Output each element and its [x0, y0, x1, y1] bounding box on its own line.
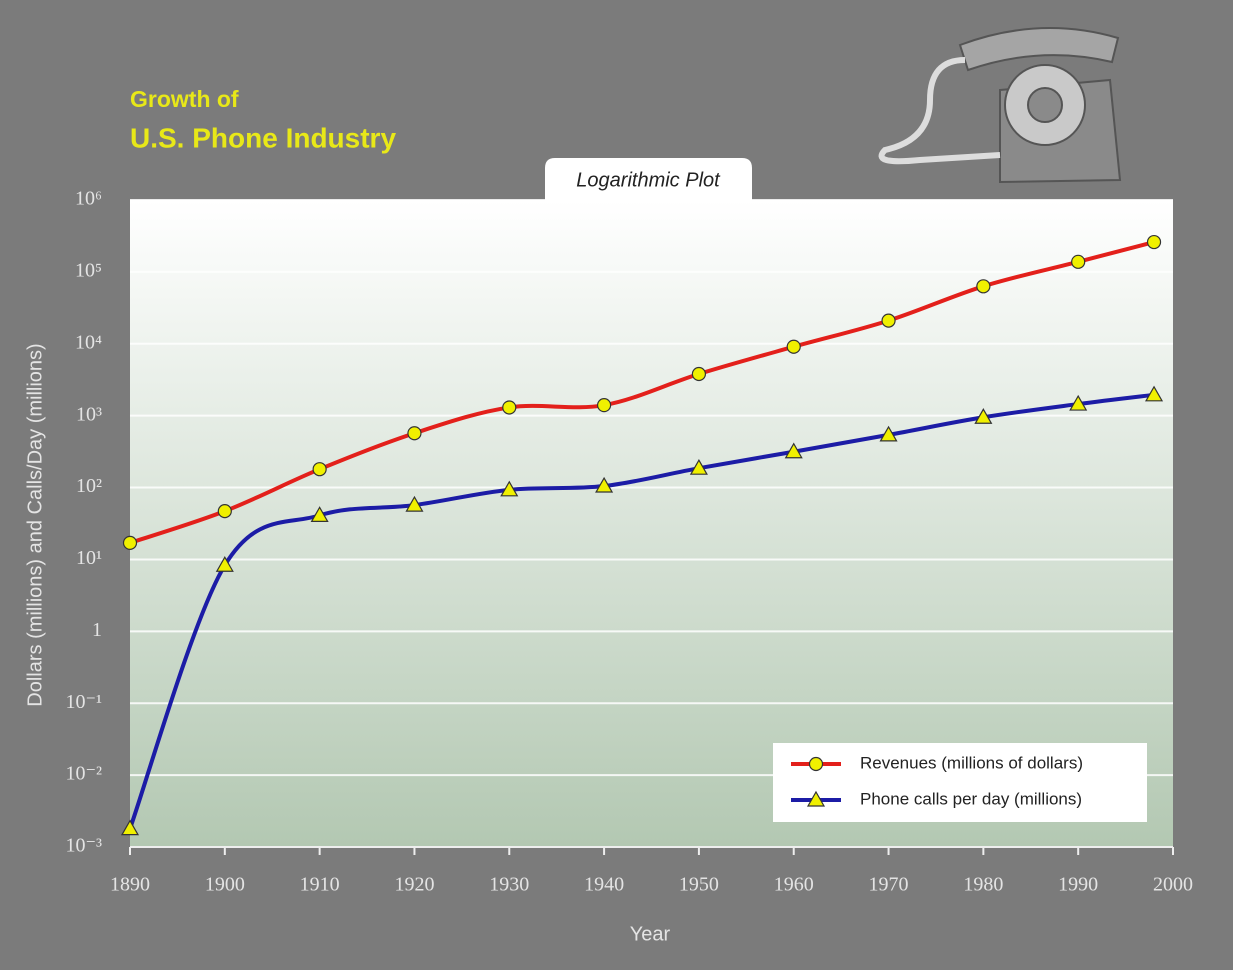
point-marker — [596, 398, 612, 413]
plot-tab — [545, 158, 752, 200]
x-tick-label: 1910 — [300, 874, 340, 896]
x-tick-label: 1930 — [489, 874, 529, 896]
point-marker — [976, 279, 991, 294]
legend: Revenues (millions of dollars) Phone call… — [773, 743, 1147, 822]
point-marker — [215, 556, 234, 572]
point-marker — [689, 458, 708, 475]
x-tick-label: 1980 — [963, 874, 1003, 896]
y-tick-label: 10⁻² — [65, 763, 102, 785]
point-marker — [1146, 234, 1162, 250]
y-tick-label: 1 — [92, 619, 102, 641]
point-marker — [500, 480, 519, 497]
chart-title: Growth of — [130, 86, 239, 112]
y-tick-label: 10⁴ — [75, 331, 102, 353]
phone-icon — [878, 27, 1122, 184]
y-tick-label: 10⁵ — [75, 259, 102, 281]
point-marker — [502, 400, 517, 415]
x-tick-label: 2000 — [1153, 874, 1193, 896]
point-marker — [786, 339, 801, 354]
chart-subtitle: U.S. Phone Industry — [130, 122, 396, 153]
y-tick-label: 10⁻³ — [65, 835, 102, 857]
x-tick-label: 1960 — [774, 874, 814, 896]
y-tick-label: 10³ — [76, 403, 102, 425]
point-marker — [784, 442, 803, 459]
point-marker — [310, 506, 329, 522]
plot-label: Logarithmic Plot — [576, 169, 721, 191]
point-marker — [312, 462, 327, 477]
x-axis-label: Year — [630, 923, 671, 945]
x-tick-label: 1950 — [679, 874, 719, 896]
y-tick-label: 10¹ — [76, 547, 102, 569]
point-marker — [405, 495, 424, 512]
point-marker — [407, 426, 422, 441]
x-tick-label: 1920 — [394, 874, 434, 896]
legend-marker — [808, 756, 824, 772]
point-marker — [120, 819, 140, 836]
point-marker — [1069, 394, 1088, 411]
point-marker — [217, 504, 232, 519]
legend-marker — [806, 790, 826, 807]
y-tick-label: 10⁶ — [75, 188, 102, 210]
point-marker — [881, 313, 896, 328]
point-marker — [1145, 385, 1164, 402]
plot-area — [130, 200, 1173, 847]
point-marker — [1071, 254, 1086, 269]
y-tick-label: 10⁻¹ — [65, 691, 102, 713]
point-marker — [974, 408, 993, 424]
y-axis-label: Dollars (millions) and Calls/Day (millio… — [24, 343, 46, 706]
x-tick-label: 1890 — [110, 874, 150, 896]
x-tick-label: 1990 — [1058, 874, 1098, 896]
legend-label: Revenues (millions of dollars) — [860, 753, 1083, 772]
legend-label: Phone calls per day (millions) — [860, 789, 1082, 808]
point-marker — [691, 366, 707, 382]
x-tick-label: 1940 — [584, 874, 624, 896]
point-marker — [879, 425, 898, 442]
x-tick-label: 1900 — [205, 874, 245, 896]
legend-box — [773, 743, 1147, 822]
point-marker — [122, 535, 138, 550]
y-tick-label: 10² — [76, 475, 102, 497]
x-tick-label: 1970 — [869, 874, 909, 896]
point-marker — [595, 476, 614, 493]
